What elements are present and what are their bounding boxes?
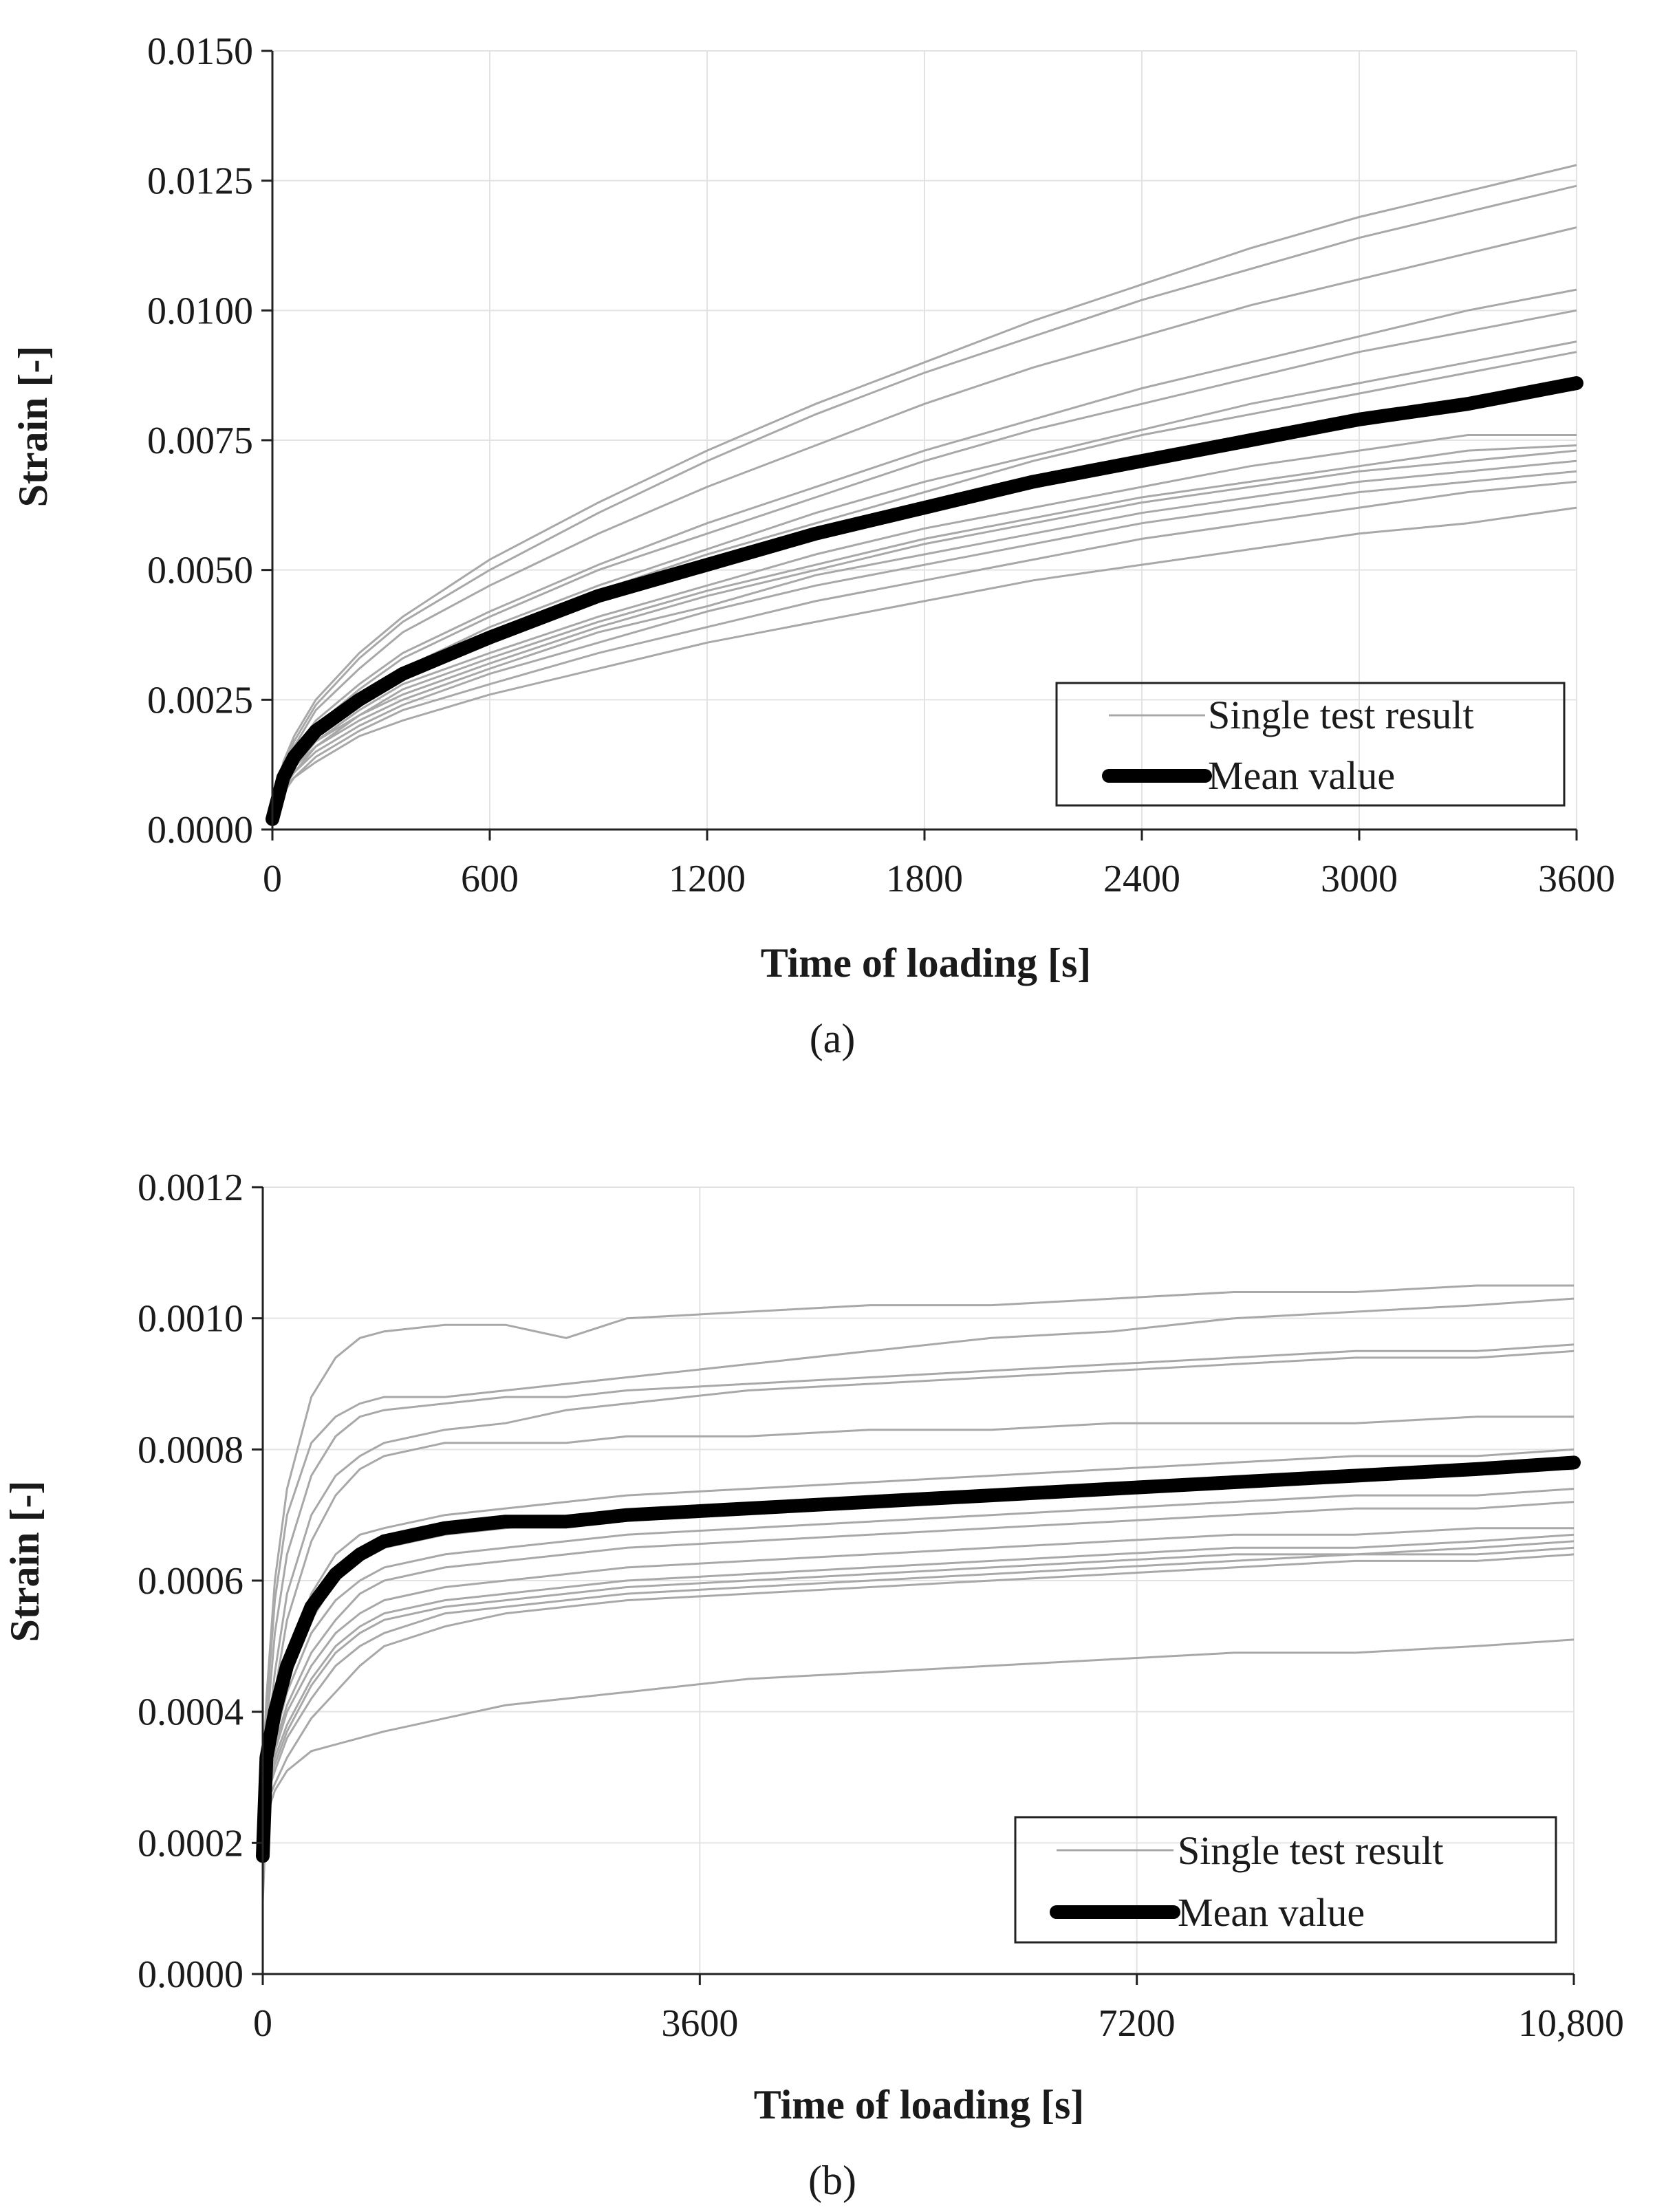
y-tick-label-a: 0.0050 <box>147 550 253 592</box>
legend-single-label-b: Single test result <box>1178 1828 1444 1873</box>
single-test-line-b-1 <box>261 1297 1575 1784</box>
y-tick-label-b: 0.0008 <box>138 1429 244 1471</box>
axes-a <box>261 50 1578 841</box>
x-tick-label-a: 3000 <box>1321 858 1398 900</box>
single-test-line-a-9 <box>271 449 1577 820</box>
x-axis-label-b: Time of loading [s] <box>754 2082 1085 2127</box>
x-axis-label-a: Time of loading [s] <box>761 940 1092 986</box>
legend-a: Single test result Mean value <box>1055 682 1566 807</box>
single-test-line-a-0 <box>271 164 1577 820</box>
y-tick-label-a: 0.0125 <box>147 160 253 203</box>
single-test-line-b-9 <box>261 1527 1574 1810</box>
axes-b <box>252 1186 1575 1985</box>
series-lines-a <box>266 164 1583 826</box>
x-tick-labels-b: 0 3600 7200 10,800 <box>253 2002 1624 2045</box>
y-tick-label-b: 0.0010 <box>138 1298 244 1341</box>
single-test-line-a-12 <box>271 480 1577 820</box>
y-tick-label-b: 0.0002 <box>138 1822 244 1865</box>
x-tick-label-a: 0 <box>263 858 282 900</box>
x-tick-label-a: 600 <box>461 858 519 900</box>
panel-label-b: (b) <box>808 2158 856 2203</box>
y-tick-labels-b: 0.0000 0.0002 0.0004 0.0006 0.0008 0.0010 0.00… <box>138 1167 244 1996</box>
y-tick-label-a: 0.0150 <box>147 30 253 73</box>
single-test-line-b-10 <box>261 1533 1575 1817</box>
x-tick-label-b: 3600 <box>661 2002 738 2045</box>
x-tick-label-a: 2400 <box>1103 858 1180 900</box>
single-test-line-b-8 <box>261 1501 1575 1810</box>
y-tick-labels-a: 0.0000 0.0025 0.0050 0.0075 0.0100 0.0125 0.01… <box>147 30 253 852</box>
chart-panel-a: 0.0000 0.0025 0.0050 0.0075 0.0100 0.0125 0.01… <box>10 30 1615 1061</box>
x-tick-label-b: 0 <box>253 2002 272 2045</box>
legend-frame-a <box>1055 682 1566 807</box>
legend-single-label-a: Single test result <box>1208 693 1474 737</box>
single-test-line-b-7 <box>261 1488 1575 1810</box>
legend-mean-label-a: Mean value <box>1208 753 1395 798</box>
single-test-line-a-13 <box>271 506 1577 820</box>
single-test-line-a-2 <box>271 226 1577 820</box>
y-tick-label-b: 0.0012 <box>138 1167 244 1209</box>
single-test-line-a-11 <box>271 470 1577 820</box>
y-axis-label-a: Strain [-] <box>10 346 56 508</box>
legend-b: Single test result Mean value <box>1014 1816 1557 1944</box>
mean-value-line-b-15 <box>256 1455 1581 1863</box>
single-test-line-b-11 <box>261 1540 1575 1817</box>
single-test-line-a-1 <box>271 184 1577 820</box>
y-tick-label-b: 0.0004 <box>138 1691 244 1734</box>
single-test-line-b-4 <box>261 1416 1574 1797</box>
mean-value-line-a-14 <box>266 376 1583 826</box>
y-tick-label-b: 0.0006 <box>138 1560 244 1603</box>
y-tick-label-a: 0.0075 <box>147 420 253 462</box>
y-tick-label-a: 0.0100 <box>147 290 253 332</box>
y-tick-label-a: 0.0000 <box>147 809 253 852</box>
chart-panel-b: 0.0000 0.0002 0.0004 0.0006 0.0008 0.0010 0.00… <box>2 1167 1624 2203</box>
x-tick-labels-a: 0 600 1200 1800 2400 3000 3600 <box>263 858 1615 900</box>
y-tick-label-a: 0.0025 <box>147 679 253 722</box>
series-lines-b <box>256 1284 1581 1902</box>
y-tick-label-b: 0.0000 <box>138 1953 244 1996</box>
single-test-line-b-0 <box>261 1284 1574 1778</box>
grid-lines-a <box>272 50 1577 830</box>
single-test-line-b-3 <box>261 1349 1575 1797</box>
x-tick-label-a: 1800 <box>886 858 963 900</box>
panel-label-a: (a) <box>810 1016 856 1061</box>
single-test-line-b-14 <box>261 1638 1575 1902</box>
single-test-line-b-13 <box>261 1553 1575 1823</box>
x-tick-label-b: 7200 <box>1099 2002 1176 2045</box>
legend-mean-label-b: Mean value <box>1178 1890 1365 1935</box>
x-tick-label-b: 10,800 <box>1518 2002 1624 2045</box>
y-axis-label-b: Strain [-] <box>2 1481 47 1642</box>
single-test-line-b-2 <box>261 1343 1575 1791</box>
x-tick-label-a: 3600 <box>1538 858 1615 900</box>
grid-lines-b <box>263 1186 1575 1974</box>
legend-frame-b <box>1014 1816 1557 1944</box>
x-tick-label-a: 1200 <box>669 858 746 900</box>
single-test-line-a-10 <box>271 459 1577 820</box>
single-test-line-b-12 <box>261 1546 1575 1817</box>
